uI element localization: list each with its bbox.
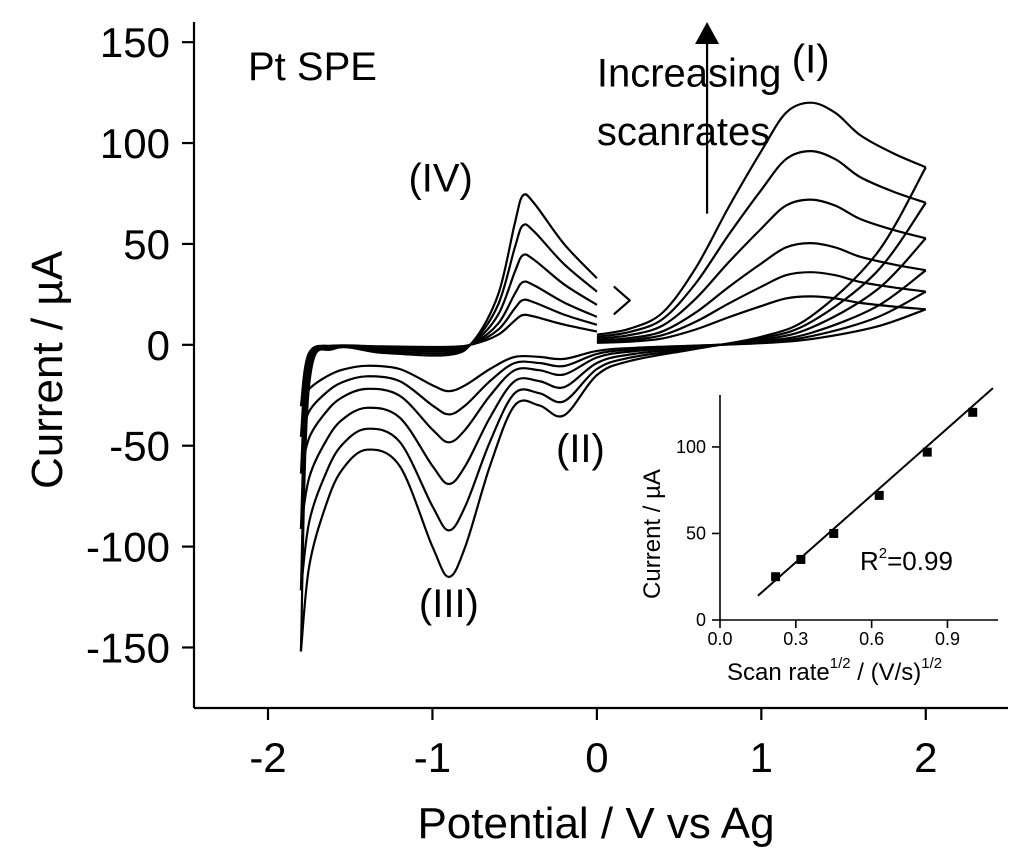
cv-curve-1-forward-scan bbox=[596, 295, 926, 344]
main-x-tick-label: -2 bbox=[249, 734, 286, 781]
inset-data-point bbox=[922, 447, 932, 457]
main-x-tick-label: 2 bbox=[914, 734, 937, 781]
main-y-tick-label: -150 bbox=[86, 624, 170, 671]
inset-plot: 0 50 100 0.0 0.3 0.6 0.9 Current / µA Scan rat… bbox=[639, 387, 998, 686]
inset-data-point bbox=[771, 572, 781, 582]
main-x-axis-title: Potential / V vs Ag bbox=[417, 799, 774, 848]
panel-label: Pt SPE bbox=[248, 45, 377, 89]
inset-x-title-unit-sup: 1/2 bbox=[921, 655, 942, 672]
r2-value: =0.99 bbox=[887, 546, 953, 576]
scan-direction-arrow bbox=[613, 285, 631, 316]
inset-data-point bbox=[968, 407, 978, 417]
main-x-tick-label: -1 bbox=[414, 734, 451, 781]
main-x-tick-label: 1 bbox=[750, 734, 773, 781]
cv-curve-4-forward-scan bbox=[596, 198, 927, 340]
cv-curve-3-forward-scan bbox=[596, 242, 926, 342]
inset-x-tick-label: 0.0 bbox=[707, 629, 732, 649]
main-y-tick-label: -50 bbox=[109, 423, 170, 470]
inset-data-point bbox=[874, 490, 884, 500]
inset-x-axis-title: Scan rate1/2 / (V/s)1/2 bbox=[727, 655, 942, 686]
r2-prefix: R bbox=[860, 546, 879, 576]
inset-y-tick-label: 50 bbox=[686, 523, 706, 543]
annotation-label: Increasing bbox=[597, 52, 782, 96]
inset-x-tick-label: 0.3 bbox=[783, 629, 808, 649]
main-x-tick-label: 0 bbox=[585, 734, 608, 781]
inset-x-tick-label: 0.6 bbox=[859, 629, 884, 649]
cv-curve-5-forward-scan bbox=[596, 150, 927, 338]
main-y-tick-label: 50 bbox=[123, 221, 170, 268]
cv-curve-6-return-scan bbox=[299, 193, 598, 652]
main-y-tick-label: 100 bbox=[100, 120, 170, 167]
main-y-tick-label: -100 bbox=[86, 524, 170, 571]
inset-data-point bbox=[829, 528, 839, 538]
annotation-label: (III) bbox=[419, 582, 479, 626]
inset-data-point bbox=[796, 554, 806, 564]
main-y-tick-label: 150 bbox=[100, 19, 170, 66]
inset-x-title-sup: 1/2 bbox=[830, 655, 851, 672]
cv-curve-1-return-scan bbox=[299, 313, 598, 407]
annotation-label: (II) bbox=[556, 427, 605, 471]
main-plot: 150 100 50 0 -50 -100 -150 -2 -1 0 1 2 (I) (II) (III… bbox=[23, 19, 1008, 848]
inset-x-title-main: Scan rate bbox=[727, 659, 830, 686]
main-y-tick-label: 0 bbox=[147, 322, 170, 369]
inset-x-title-unit: / (V/s) bbox=[851, 659, 922, 686]
increasing-arrow-head bbox=[695, 22, 720, 44]
cv-curve-6-forward-scan bbox=[596, 101, 927, 336]
cv-curve-5-reverse-scan bbox=[299, 202, 927, 591]
inset-x-tick-label: 0.9 bbox=[935, 629, 960, 649]
annotation-label: (I) bbox=[792, 37, 830, 81]
cv-curve-5-return-scan bbox=[299, 223, 598, 591]
main-y-axis-title: Current / µA bbox=[23, 250, 72, 489]
inset-y-axis-title: Current / µA bbox=[639, 469, 666, 599]
cv-curve-3-reverse-scan bbox=[299, 269, 927, 474]
inset-y-tick-label: 100 bbox=[676, 437, 706, 457]
annotation-label: (IV) bbox=[408, 156, 472, 200]
cv-curve-4-reverse-scan bbox=[299, 237, 927, 529]
cv-curve-6-reverse-scan bbox=[299, 166, 927, 652]
r2-sup: 2 bbox=[879, 545, 887, 562]
annotation-label: scanrates bbox=[597, 110, 770, 154]
inset-y-tick-label: 0 bbox=[696, 610, 706, 630]
r-squared-label: R2=0.99 bbox=[860, 545, 953, 576]
cv-curve-2-forward-scan bbox=[596, 271, 926, 343]
